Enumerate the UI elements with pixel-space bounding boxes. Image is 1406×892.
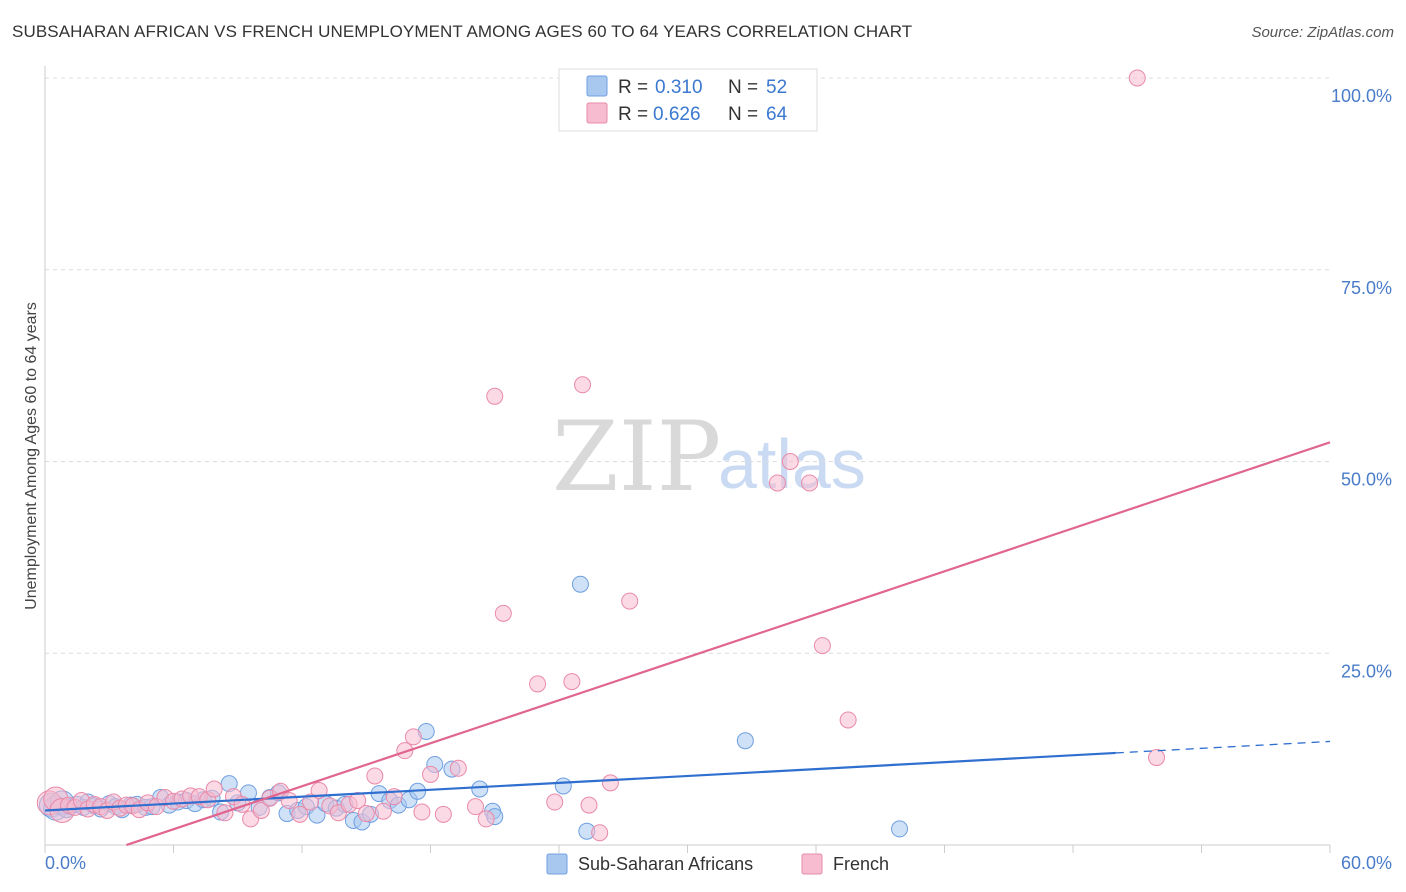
legend-r-label-french: R = bbox=[618, 104, 648, 125]
point-french-51 bbox=[486, 387, 504, 405]
point-french-41 bbox=[374, 802, 392, 820]
trend-line-french bbox=[126, 441, 1331, 847]
bottom-legend-label-subsaharan: Sub-Saharan Africans bbox=[578, 854, 753, 874]
point-french-57 bbox=[580, 796, 598, 814]
legend-n-value-subsaharan: 52 bbox=[766, 77, 787, 98]
bottom-legend-label-french: French bbox=[833, 854, 889, 874]
point-french-38 bbox=[349, 792, 367, 810]
point-french-52 bbox=[494, 604, 512, 622]
point-french-60 bbox=[621, 592, 639, 610]
point-french-23 bbox=[205, 780, 223, 798]
point-french-28 bbox=[252, 801, 270, 819]
y-axis-label: Unemployment Among Ages 60 to 64 years bbox=[23, 302, 40, 610]
source-label: Source: ZipAtlas.com bbox=[1251, 24, 1394, 41]
point-french-44 bbox=[404, 728, 422, 746]
point-french-56 bbox=[574, 376, 592, 394]
point-french-31 bbox=[280, 792, 298, 810]
point-french-53 bbox=[529, 675, 547, 693]
trend-lines bbox=[44, 441, 1331, 847]
point-french-66 bbox=[1128, 69, 1146, 87]
legend-swatch-french bbox=[586, 102, 608, 124]
x-tick-labels: 0.0% 60.0% bbox=[45, 853, 1392, 873]
y-tick-label-75: 75.0% bbox=[1341, 278, 1392, 298]
y-tick-label-50: 50.0% bbox=[1341, 470, 1392, 490]
point-french-49 bbox=[466, 798, 484, 816]
legend-r-value-french: 0.626 bbox=[653, 104, 701, 125]
bottom-legend-swatch-subsaharan bbox=[546, 853, 568, 875]
gridlines bbox=[45, 77, 1330, 846]
point-french-59 bbox=[601, 774, 619, 792]
point-french-67 bbox=[1148, 749, 1166, 767]
point-french-48 bbox=[449, 759, 467, 777]
bottom-legend-swatch-french bbox=[801, 853, 823, 875]
bottom-legend: Sub-Saharan Africans French bbox=[546, 853, 889, 875]
point-subsaharan-56 bbox=[891, 820, 909, 838]
point-subsaharan-55 bbox=[736, 732, 754, 750]
y-tick-label-100: 100.0% bbox=[1331, 86, 1392, 106]
point-french-33 bbox=[302, 793, 320, 811]
point-french-46 bbox=[422, 765, 439, 783]
point-french-65 bbox=[839, 711, 857, 729]
point-french-58 bbox=[591, 824, 609, 842]
legend: R = 0.310 N = 52 R = 0.626 N = 64 bbox=[558, 68, 818, 132]
point-french-47 bbox=[434, 805, 452, 823]
chart-title: SUBSAHARAN AFRICAN VS FRENCH UNEMPLOYMEN… bbox=[12, 22, 913, 41]
point-french-55 bbox=[563, 673, 581, 691]
point-french-39 bbox=[357, 805, 375, 823]
point-subsaharan-52 bbox=[554, 777, 572, 795]
trend-line-extension-subsaharan bbox=[1115, 740, 1331, 754]
x-tick-min: 0.0% bbox=[45, 853, 86, 873]
point-french-54 bbox=[546, 793, 564, 811]
y-tick-label-25: 25.0% bbox=[1341, 661, 1392, 681]
point-french-64 bbox=[813, 637, 831, 655]
legend-r-label-subsaharan: R = bbox=[618, 77, 648, 98]
x-tick-max: 60.0% bbox=[1341, 853, 1392, 873]
point-french-50 bbox=[477, 810, 495, 828]
legend-n-label-subsaharan: N = bbox=[728, 77, 758, 98]
legend-n-label-french: N = bbox=[728, 104, 758, 125]
point-french-62 bbox=[781, 453, 799, 470]
trend-line-subsaharan bbox=[44, 751, 1116, 812]
point-french-32 bbox=[291, 805, 309, 823]
legend-swatch-subsaharan bbox=[586, 75, 608, 97]
legend-n-value-french: 64 bbox=[766, 104, 788, 125]
axes bbox=[44, 66, 1331, 853]
watermark-zip: ZIP bbox=[552, 401, 721, 513]
point-french-40 bbox=[366, 767, 384, 785]
point-subsaharan-49 bbox=[471, 780, 489, 798]
point-subsaharan-53 bbox=[571, 575, 589, 593]
y-tick-labels: 25.0% 50.0% 75.0% 100.0% bbox=[1331, 86, 1392, 681]
point-french-63 bbox=[801, 474, 819, 492]
legend-r-value-subsaharan: 0.310 bbox=[655, 77, 703, 98]
point-french-43 bbox=[396, 742, 414, 760]
point-french-45 bbox=[413, 803, 431, 821]
point-french-61 bbox=[768, 474, 786, 492]
